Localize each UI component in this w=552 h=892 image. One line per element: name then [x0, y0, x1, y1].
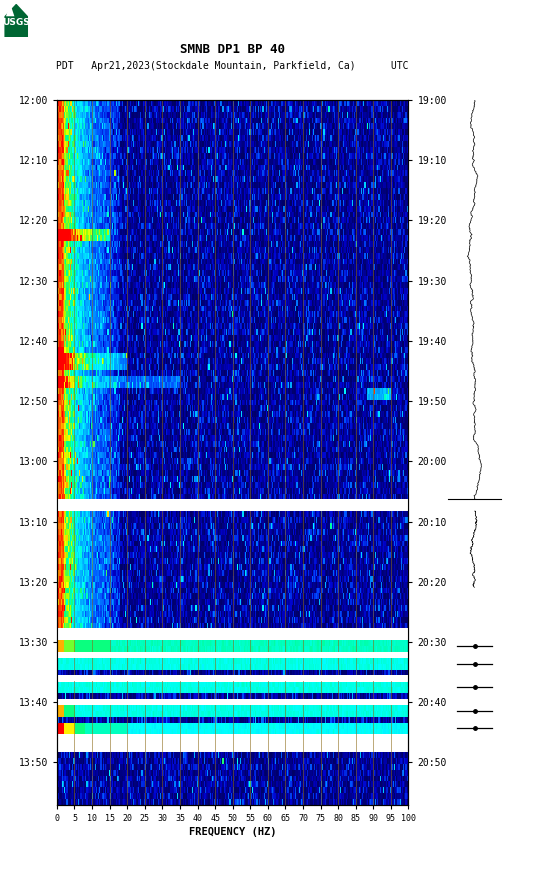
X-axis label: FREQUENCY (HZ): FREQUENCY (HZ) — [189, 827, 277, 837]
Bar — [57, 500, 408, 511]
Polygon shape — [6, 4, 14, 16]
Bar — [57, 699, 408, 705]
Bar — [57, 628, 408, 640]
Bar — [57, 652, 408, 657]
Text: USGS: USGS — [2, 18, 30, 27]
Text: SMNB DP1 BP 40: SMNB DP1 BP 40 — [180, 44, 285, 56]
Bar — [57, 675, 408, 681]
Polygon shape — [4, 4, 28, 37]
Text: PDT   Apr21,2023(Stockdale Mountain, Parkfield, Ca)      UTC: PDT Apr21,2023(Stockdale Mountain, Parkf… — [56, 61, 409, 71]
